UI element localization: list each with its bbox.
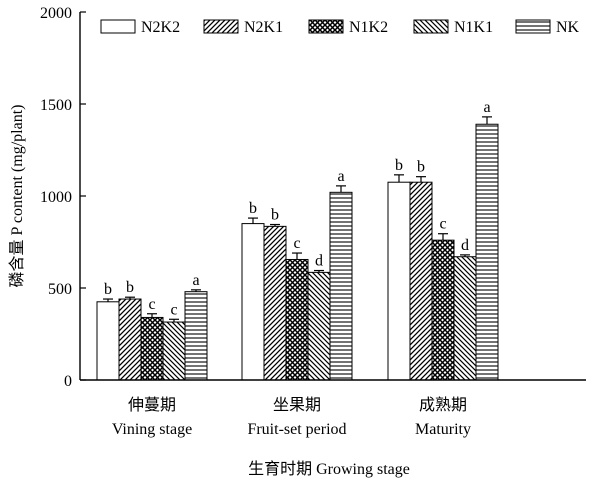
significance-label: d (315, 253, 323, 270)
bar-n1k2 (431, 239, 455, 381)
y-ticks: 0 500 1000 1500 2000 (40, 5, 86, 390)
significance-label: d (461, 237, 469, 254)
bar-nk (475, 123, 499, 381)
significance-label: b (104, 281, 112, 298)
legend-swatch-n1k2 (308, 19, 344, 34)
legend: N2K2 N2K1 N1K2 N1K1 NK (100, 19, 580, 36)
significance-label: a (483, 99, 490, 116)
bar-nk (329, 191, 353, 381)
legend-label-nk: NK (556, 19, 580, 36)
y-tick-label: 2000 (40, 5, 72, 22)
bar-n1k1 (307, 271, 331, 381)
bar-n2k2 (241, 223, 265, 381)
legend-label-n2k2: N2K2 (141, 19, 180, 36)
legend-swatch-n2k1 (203, 19, 239, 34)
bar-n2k1 (263, 225, 287, 381)
x-axis-title: 生育时期 Growing stage (248, 460, 410, 478)
x-labels: 伸蔓期 Vining stage 坐果期 Fruit-set period 成熟期 Mat… (112, 396, 471, 438)
legend-label-n1k1: N1K1 (454, 19, 493, 36)
significance-label: a (192, 272, 199, 289)
bar-nk (184, 291, 208, 381)
y-tick-label: 1500 (40, 97, 72, 114)
significance-label: c (170, 301, 177, 318)
significance-label: c (293, 235, 300, 252)
legend-label-n2k1: N2K1 (244, 19, 283, 36)
y-tick-label: 0 (64, 373, 72, 390)
x-category-label-en: Vining stage (112, 421, 192, 438)
y-axis-title: 磷含量 P content (mg/plant) (8, 105, 26, 288)
significance-label: a (337, 168, 344, 185)
bar-n1k2 (285, 258, 309, 381)
significance-label: b (126, 279, 134, 296)
bar-n2k1 (409, 181, 433, 381)
legend-swatch-n2k2 (100, 19, 136, 34)
significance-label: b (249, 200, 257, 217)
legend-label-n1k2: N1K2 (349, 19, 388, 36)
bar-n1k1 (453, 256, 477, 381)
y-tick-label: 500 (48, 281, 72, 298)
significance-label: b (395, 157, 403, 174)
x-category-label-en: Fruit-set period (247, 421, 346, 438)
y-tick-label: 1000 (40, 189, 72, 206)
legend-swatch-n1k1 (413, 19, 449, 34)
legend-swatch-nk (515, 19, 551, 34)
bar-n2k2 (387, 181, 411, 381)
x-category-label-en: Maturity (415, 421, 471, 438)
bar-n2k2 (96, 301, 120, 381)
bar-n1k2 (140, 316, 164, 381)
significance-label: c (148, 296, 155, 313)
significance-label: c (439, 216, 446, 233)
x-category-label-cn: 伸蔓期 (128, 396, 176, 414)
bar-n2k1 (118, 298, 142, 381)
x-category-label-cn: 坐果期 (273, 396, 321, 414)
x-category-label-cn: 成熟期 (419, 396, 467, 414)
bar-n1k1 (162, 321, 186, 381)
significance-label: b (271, 207, 279, 224)
significance-label: b (417, 159, 425, 176)
